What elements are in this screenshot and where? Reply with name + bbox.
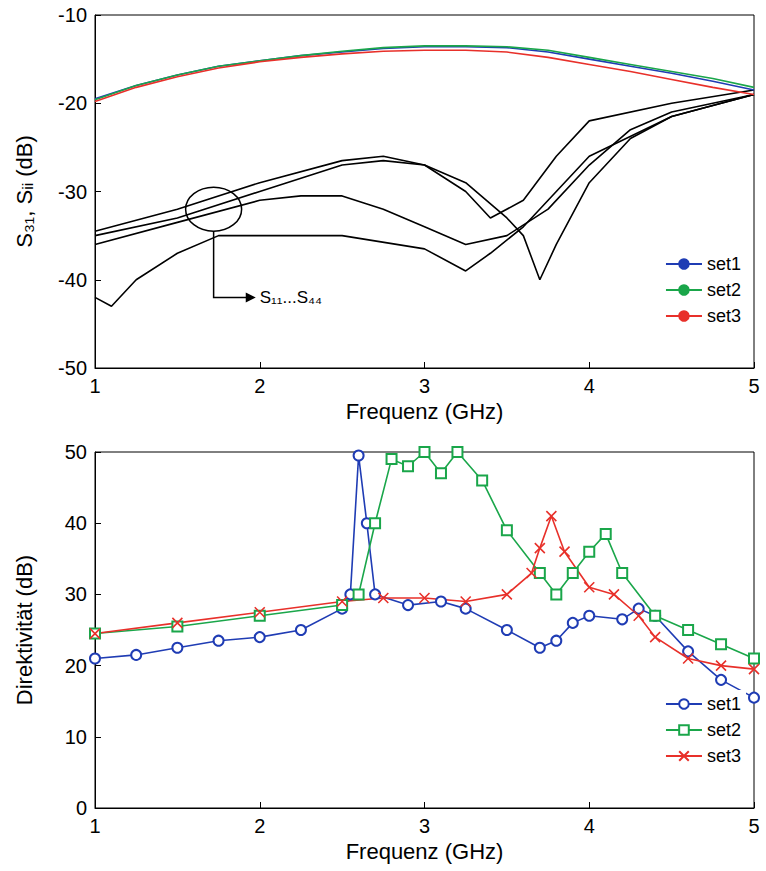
svg-text:5: 5 bbox=[748, 375, 759, 397]
svg-text:3: 3 bbox=[419, 815, 430, 837]
svg-text:set1: set1 bbox=[707, 694, 741, 714]
svg-text:30: 30 bbox=[65, 583, 87, 605]
svg-text:4: 4 bbox=[584, 375, 595, 397]
svg-text:Frequenz (GHz): Frequenz (GHz) bbox=[346, 399, 504, 424]
svg-text:Direktivität (dB): Direktivität (dB) bbox=[12, 555, 37, 705]
svg-text:2: 2 bbox=[254, 815, 265, 837]
svg-text:set2: set2 bbox=[707, 280, 741, 300]
svg-text:40: 40 bbox=[65, 512, 87, 534]
svg-text:1: 1 bbox=[89, 815, 100, 837]
svg-text:4: 4 bbox=[584, 815, 595, 837]
svg-text:3: 3 bbox=[419, 375, 430, 397]
svg-text:1: 1 bbox=[89, 375, 100, 397]
svg-text:-30: -30 bbox=[58, 181, 87, 203]
svg-text:-10: -10 bbox=[58, 4, 87, 26]
svg-text:10: 10 bbox=[65, 726, 87, 748]
svg-text:-50: -50 bbox=[58, 357, 87, 379]
svg-text:-20: -20 bbox=[58, 92, 87, 114]
svg-text:5: 5 bbox=[748, 815, 759, 837]
svg-text:set2: set2 bbox=[707, 720, 741, 740]
svg-text:20: 20 bbox=[65, 655, 87, 677]
svg-text:2: 2 bbox=[254, 375, 265, 397]
svg-text:set3: set3 bbox=[707, 746, 741, 766]
svg-text:-40: -40 bbox=[58, 269, 87, 291]
svg-text:0: 0 bbox=[76, 797, 87, 819]
svg-text:set1: set1 bbox=[707, 254, 741, 274]
svg-text:Frequenz (GHz): Frequenz (GHz) bbox=[346, 839, 504, 864]
svg-text:S₁₁...S₄₄: S₁₁...S₄₄ bbox=[260, 288, 322, 307]
svg-text:set3: set3 bbox=[707, 306, 741, 326]
svg-text:50: 50 bbox=[65, 441, 87, 463]
svg-text:S₃₁, Sᵢᵢ (dB): S₃₁, Sᵢᵢ (dB) bbox=[12, 135, 37, 248]
